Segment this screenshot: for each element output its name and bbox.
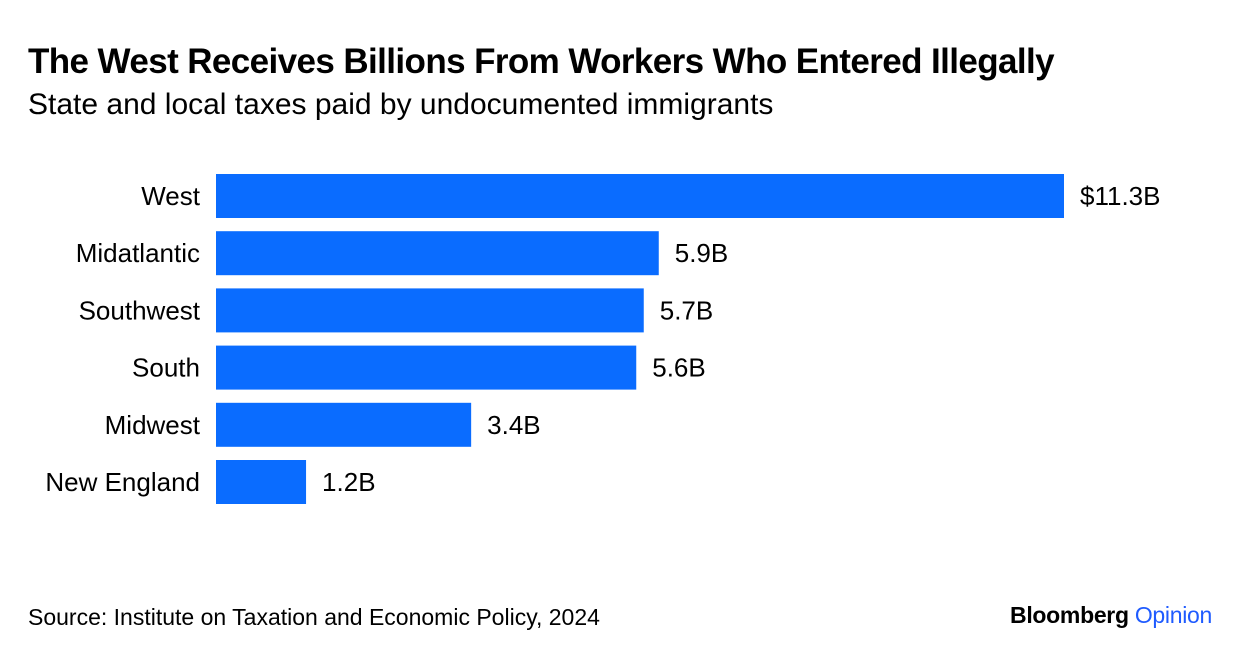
chart-subtitle: State and local taxes paid by undocument…	[28, 88, 774, 121]
category-label: West	[141, 181, 201, 211]
value-label: 5.9B	[675, 238, 729, 268]
bar	[216, 345, 637, 390]
brand-name: Bloomberg	[1010, 602, 1129, 628]
brand-suffix: Opinion	[1134, 602, 1212, 628]
category-label: Midatlantic	[76, 238, 200, 268]
value-label: 5.6B	[652, 353, 706, 383]
category-label: Southwest	[79, 295, 201, 325]
bar	[216, 174, 1064, 218]
brand-logo: Bloomberg Opinion	[1010, 600, 1212, 630]
category-label: South	[132, 353, 200, 383]
bar-chart: West $11.3B Midatlantic 5.9B Southwest 5.7B So…	[45, 174, 1160, 504]
bar	[216, 460, 307, 504]
source-note: Source: Institute on Taxation and Econom…	[28, 604, 600, 630]
value-label: 5.7B	[660, 295, 714, 325]
value-label: 1.2B	[322, 467, 376, 497]
value-label: $11.3B	[1080, 181, 1160, 211]
category-label: New England	[45, 467, 200, 497]
category-label: Midwest	[105, 410, 201, 440]
chart-title: The West Receives Billions From Workers …	[28, 42, 1055, 81]
bar	[216, 288, 644, 333]
bar	[216, 402, 472, 447]
bar	[216, 231, 659, 276]
value-label: 3.4B	[487, 410, 541, 440]
